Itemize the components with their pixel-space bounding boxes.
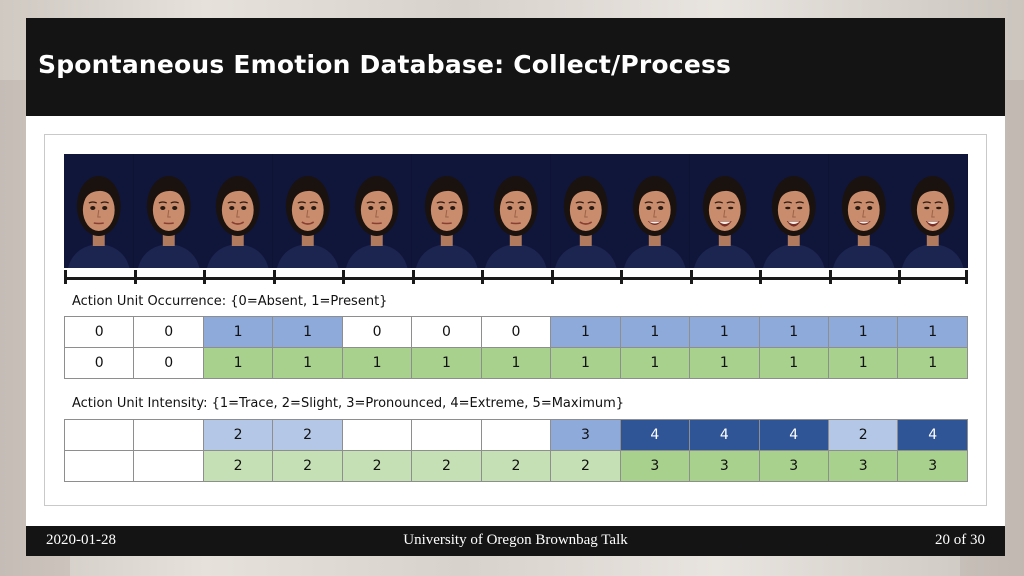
occurrence-cell: 1	[897, 316, 968, 348]
timeline-tick	[342, 270, 345, 284]
intensity-cell: 3	[689, 450, 760, 482]
occurrence-cell: 0	[63, 347, 135, 379]
occurrence-cell: 1	[550, 316, 621, 348]
footer-venue: University of Oregon Brownbag Talk	[403, 532, 628, 548]
timeline-tick	[620, 270, 623, 284]
intensity-cell	[480, 419, 552, 451]
timeline-tick	[829, 270, 832, 284]
intensity-cell: 4	[689, 419, 760, 451]
occurrence-cell: 1	[272, 316, 343, 348]
occurrence-cell: 1	[619, 347, 691, 379]
slide-number: 20 of 30	[935, 532, 985, 548]
timeline-tick	[412, 270, 415, 284]
footer-bar: 2020-01-28 University of Oregon Brownbag…	[26, 526, 1005, 556]
timeline-tick	[64, 270, 67, 284]
occurrence-cell: 1	[272, 347, 343, 379]
face-frame	[481, 154, 551, 268]
intensity-cell: 2	[480, 450, 552, 482]
intensity-cell: 2	[550, 450, 621, 482]
occurrence-cell: 0	[411, 316, 482, 348]
slide-title: Spontaneous Emotion Database: Collect/Pr…	[38, 50, 732, 79]
face-frame	[828, 154, 899, 268]
occurrence-cell: 1	[202, 347, 274, 379]
intensity-cell	[63, 419, 135, 451]
timeline-tick	[965, 270, 968, 284]
intensity-cell: 2	[272, 419, 343, 451]
content-frame	[44, 134, 987, 506]
occurrence-cell: 0	[133, 316, 204, 348]
occurrence-cell: 1	[827, 347, 899, 379]
timeline-tick	[759, 270, 762, 284]
timeline-tick	[898, 270, 901, 284]
intensity-cell	[411, 419, 482, 451]
face-frame	[620, 154, 690, 268]
occurrence-cell: 1	[202, 316, 274, 348]
intensity-cell	[341, 419, 413, 451]
intensity-cell: 3	[758, 450, 829, 482]
intensity-cell: 4	[619, 419, 691, 451]
timeline-tick	[690, 270, 693, 284]
intensity-cell	[63, 450, 135, 482]
occurrence-cell: 0	[341, 316, 413, 348]
occurrence-cell: 1	[827, 316, 899, 348]
occurrence-label: Action Unit Occurrence: {0=Absent, 1=Pre…	[72, 294, 388, 309]
occurrence-cell: 1	[480, 347, 552, 379]
frame-timeline	[64, 270, 968, 284]
occurrence-cell: 1	[411, 347, 482, 379]
intensity-cell: 3	[619, 450, 691, 482]
face-frame	[411, 154, 482, 268]
intensity-cell: 4	[758, 419, 829, 451]
occurrence-cell: 1	[341, 347, 413, 379]
face-frame	[342, 154, 412, 268]
occurrence-cell: 1	[619, 316, 691, 348]
face-frame	[203, 154, 273, 268]
face-image-strip	[64, 154, 968, 268]
timeline-tick	[203, 270, 206, 284]
intensity-cell: 2	[411, 450, 482, 482]
timeline-tick	[551, 270, 554, 284]
occurrence-cell: 1	[689, 316, 760, 348]
intensity-cell	[133, 450, 204, 482]
intensity-cell: 2	[827, 419, 899, 451]
timeline-line	[64, 277, 968, 280]
face-frame	[759, 154, 829, 268]
face-frame	[550, 154, 621, 268]
intensity-cell: 3	[550, 419, 621, 451]
face-frame	[898, 154, 968, 268]
intensity-cell	[133, 419, 204, 451]
intensity-cell: 4	[897, 419, 968, 451]
occurrence-cell: 1	[550, 347, 621, 379]
timeline-tick	[134, 270, 137, 284]
title-bar	[26, 18, 1005, 116]
footer-date: 2020-01-28	[46, 532, 116, 548]
occurrence-cell: 1	[689, 347, 760, 379]
occurrence-cell: 0	[480, 316, 552, 348]
face-frame	[272, 154, 343, 268]
intensity-cell: 3	[897, 450, 968, 482]
timeline-tick	[273, 270, 276, 284]
occurrence-cell: 0	[63, 316, 135, 348]
intensity-cell: 2	[272, 450, 343, 482]
occurrence-cell: 0	[133, 347, 204, 379]
intensity-cell: 2	[341, 450, 413, 482]
intensity-label: Action Unit Intensity: {1=Trace, 2=Sligh…	[72, 396, 625, 411]
face-frame	[64, 154, 134, 268]
intensity-cell: 3	[827, 450, 899, 482]
occurrence-cell: 1	[897, 347, 968, 379]
intensity-cell: 2	[202, 419, 274, 451]
occurrence-cell: 1	[758, 347, 829, 379]
face-frame	[133, 154, 204, 268]
occurrence-cell: 1	[758, 316, 829, 348]
intensity-cell: 2	[202, 450, 274, 482]
timeline-tick	[481, 270, 484, 284]
face-frame	[689, 154, 760, 268]
